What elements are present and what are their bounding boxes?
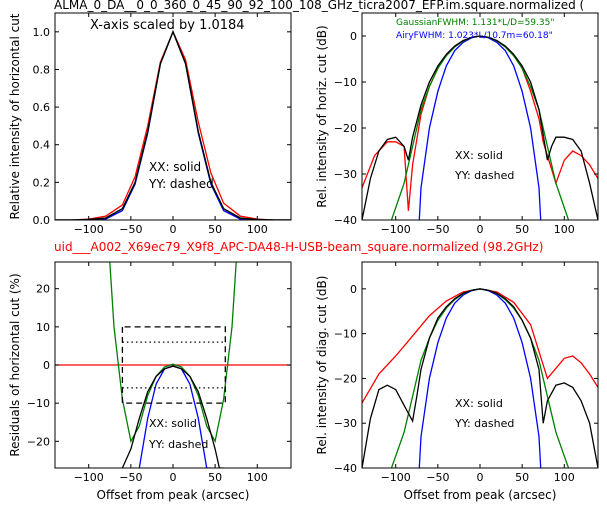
chart-top-left: −100 −50 0 50 100 0.0 0.2 0.4 0.6 0.8 1.0 Relative …: [8, 12, 292, 236]
series-line-3: [121, 365, 224, 468]
y-axis-label: Rel. intensity of horiz. cut (dB): [315, 25, 329, 207]
annotation: XX: solid: [149, 160, 201, 174]
x-tick-label: −100: [381, 471, 411, 484]
y-tick-label: −10: [334, 328, 357, 341]
x-tick-label: 50: [208, 223, 222, 236]
series-line-0: [362, 288, 598, 404]
annotation: YY: dashed: [148, 177, 214, 191]
x-tick-label: 100: [554, 471, 575, 484]
y-tick-label: 0.8: [33, 63, 51, 76]
series-line-3: [362, 288, 598, 468]
y-tick-label: 0.0: [33, 214, 51, 227]
x-axis-label: Offset from peak (arcsec): [97, 488, 250, 502]
y-tick-label: 0: [350, 283, 357, 296]
x-tick-label: 0: [170, 223, 177, 236]
series-group: [362, 35, 598, 220]
y-tick-label: 0.6: [33, 101, 51, 114]
annotation: XX: solid: [455, 149, 503, 162]
x-axis-label: Offset from peak (arcsec): [404, 488, 557, 502]
x-tick-label: −100: [381, 223, 411, 236]
plot-frame: [361, 261, 599, 469]
y-tick-label: 1.0: [33, 26, 51, 39]
annotation: GaussianFWHM: 1.131*L/D=59.35": [396, 18, 554, 28]
x-tick-label: 0: [477, 471, 484, 484]
series-line-1: [418, 35, 542, 220]
annotation: YY: dashed: [454, 417, 514, 430]
x-tick-label: 100: [554, 223, 575, 236]
series-line-1: [109, 262, 237, 444]
series-line-1: [55, 30, 291, 220]
y-axis-label: Rel. intensity of diag. cut (dB): [315, 276, 329, 455]
x-tick-label: −50: [426, 471, 449, 484]
annotation: XX: solid: [455, 397, 503, 410]
annotation: AiryFWHM: 1.023*L/10.7m=60.18": [396, 31, 553, 41]
series-line-2: [55, 30, 291, 220]
y-tick-label: −10: [27, 397, 50, 410]
series-line-3: [362, 35, 598, 220]
figure-title-mid: uid___A002_X69ec79_X9f8_APC-DA48-H-USB-b…: [54, 240, 543, 254]
y-tick-label: −30: [334, 168, 357, 181]
annotation: X-axis scaled by 1.0184: [90, 18, 245, 33]
y-tick-label: −20: [334, 122, 357, 135]
series-group: [55, 262, 291, 468]
figure-title-top: ALMA_0_DA__0_0_360_0_45_90_92_100_108_GH…: [54, 0, 584, 12]
series-group: [55, 30, 291, 220]
y-tick-label: −40: [334, 214, 357, 227]
x-tick-label: 0: [477, 223, 484, 236]
y-tick-label: −40: [334, 462, 357, 475]
series-line-3: [55, 30, 291, 220]
x-tick-label: −100: [74, 223, 104, 236]
series-group: [362, 288, 598, 468]
x-tick-label: 50: [515, 471, 529, 484]
x-tick-label: −100: [74, 471, 104, 484]
x-tick-label: 50: [208, 471, 222, 484]
x-tick-label: 100: [247, 223, 268, 236]
x-tick-label: 0: [170, 471, 177, 484]
series-line-0: [362, 35, 598, 211]
y-tick-label: 0.4: [33, 139, 51, 152]
y-tick-label: 0: [43, 359, 50, 372]
series-line-1: [418, 288, 542, 468]
y-tick-label: 10: [36, 321, 50, 334]
x-tick-label: −50: [119, 223, 142, 236]
y-tick-label: −20: [27, 435, 50, 448]
x-tick-label: −50: [426, 223, 449, 236]
y-tick-label: −20: [334, 372, 357, 385]
series-line-4: [121, 326, 226, 404]
y-tick-label: 20: [36, 283, 50, 296]
y-tick-label: 0: [350, 30, 357, 43]
y-tick-label: −30: [334, 417, 357, 430]
panels: −100 −50 0 50 1000.00.20.40.60.81.0Relative …: [8, 12, 599, 502]
plot-frame: [361, 12, 599, 221]
y-tick-label: 0.2: [33, 176, 51, 189]
x-tick-label: −50: [119, 471, 142, 484]
y-tick-label: −10: [334, 76, 357, 89]
series-line-2: [390, 288, 570, 468]
y-axis-label: Relative intensity of horizontal cut: [8, 13, 22, 219]
y-axis-label: Residuals of horizontal cut (%): [8, 273, 22, 456]
annotation: YY: dashed: [148, 438, 208, 451]
series-line-0: [55, 30, 291, 220]
x-tick-label: 50: [515, 223, 529, 236]
annotation: XX: solid: [149, 417, 197, 430]
annotation: YY: dashed: [454, 169, 514, 182]
x-tick-label: 100: [247, 471, 268, 484]
